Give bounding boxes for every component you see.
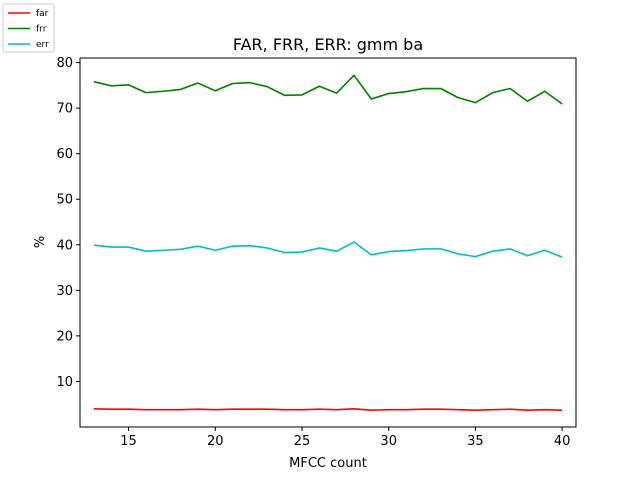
x-tick-label: 35 (467, 434, 484, 449)
x-axis-ticks: 15 20 25 30 35 40 (120, 427, 570, 449)
x-tick-label: 15 (120, 434, 137, 449)
plot-area-frame (79, 57, 577, 428)
x-tick-label: 25 (294, 434, 311, 449)
y-tick-label: 80 (56, 56, 73, 71)
legend-label-err: err (36, 40, 49, 50)
x-tick-label: 40 (554, 434, 571, 449)
y-tick-label: 10 (56, 375, 73, 390)
y-tick-label: 40 (56, 238, 73, 253)
y-tick-label: 70 (56, 102, 73, 117)
y-tick-label: 60 (56, 147, 73, 162)
x-tick-label: 20 (207, 434, 224, 449)
series-lines (93, 74, 563, 411)
x-tick-label: 30 (380, 434, 397, 449)
y-tick-label: 50 (56, 193, 73, 208)
y-tick-label: 30 (56, 284, 73, 299)
y-axis-label: % (33, 236, 48, 248)
y-tick-label: 20 (56, 329, 73, 344)
x-axis-label: MFCC count (289, 456, 367, 471)
chart-title: FAR, FRR, ERR: gmm ba (233, 35, 423, 54)
y-axis-ticks: 10 20 30 40 50 60 70 80 (56, 56, 80, 390)
legend-label-frr: frr (36, 25, 47, 35)
series-line-frr (93, 74, 563, 105)
series-line-err (93, 241, 563, 258)
legend-label-far: far (36, 9, 49, 19)
series-line-far (93, 407, 563, 411)
legend: far frr err (2, 3, 55, 53)
